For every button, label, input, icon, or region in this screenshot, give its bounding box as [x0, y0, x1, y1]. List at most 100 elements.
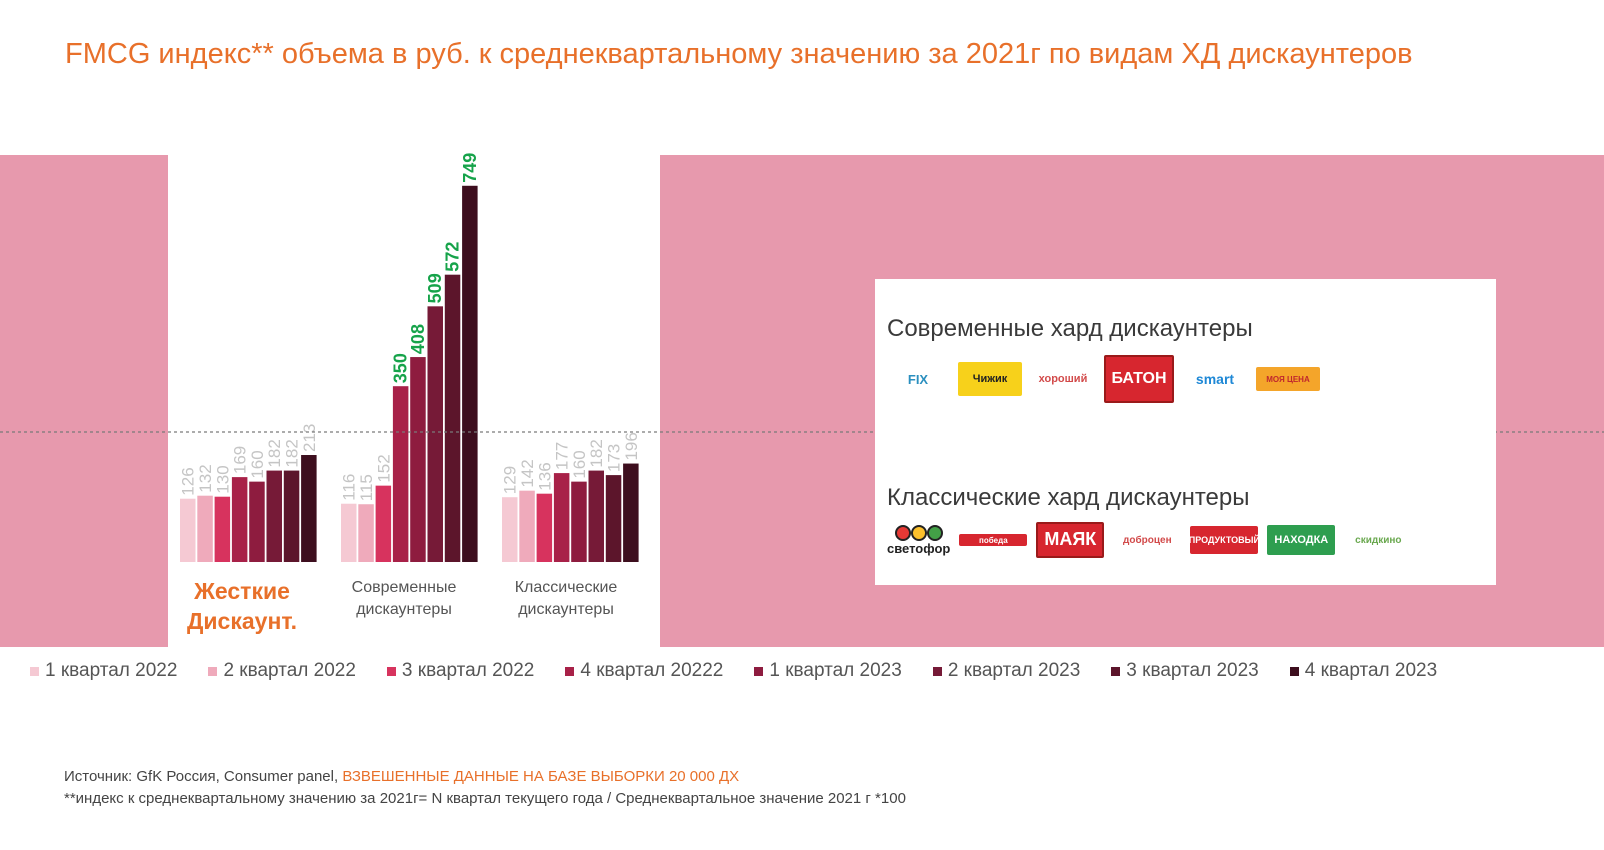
legend-swatch	[386, 666, 396, 676]
category-label-classic-line1: Классические	[515, 579, 618, 596]
category-label-classic-line2: дискаунтеры	[518, 601, 614, 618]
bar-modern-q5	[410, 357, 426, 562]
legend-item-3: 3 квартал 2022	[386, 660, 535, 682]
fix-price-logo: FIX	[907, 371, 929, 387]
legend-swatch	[565, 666, 575, 676]
bar-classic-q6	[588, 470, 604, 562]
data-label-modern-q4: 350	[391, 353, 411, 383]
pobeda-logo: победа	[959, 534, 1028, 546]
mayak-logo: МАЯК	[1036, 522, 1105, 558]
data-label-modern-q2: 115	[357, 474, 376, 501]
bar-classic-q2	[519, 490, 535, 562]
data-label-modern-q6: 509	[425, 273, 445, 303]
bar-classic-q4	[553, 473, 570, 562]
bar-modern-q2	[358, 504, 374, 562]
bar-classic-q8	[623, 463, 639, 562]
bar-hard-q4	[231, 477, 248, 562]
legend-item-4: 4 квартал 20222	[565, 660, 723, 682]
khoroshiy-logo: хороший	[1038, 373, 1088, 385]
data-label-classic-q4: 177	[553, 442, 572, 470]
legend-swatch	[1111, 666, 1121, 676]
data-label-modern-q7: 572	[443, 242, 463, 272]
classic-logos-row: светофор победа МАЯК доброцен ПРОДУКТОВЫ…	[887, 522, 1412, 558]
legend-swatch	[932, 666, 942, 676]
data-label-classic-q2: 142	[518, 459, 537, 487]
baton-logo: БАТОН	[1104, 355, 1174, 403]
source-prefix: Источник: GfK Россия, Consumer panel,	[64, 768, 343, 785]
legend-swatch	[208, 666, 218, 676]
dobrotsen-logo: доброцен	[1123, 534, 1172, 546]
data-label-hard-q4: 169	[231, 446, 250, 474]
chizhik-logo: Чижик	[958, 362, 1022, 396]
data-label-hard-q1: 126	[179, 467, 198, 495]
classic-discounters-heading: Классические хард дискаунтеры	[887, 484, 1250, 511]
source-note: Источник: GfK Россия, Consumer panel, ВЗ…	[64, 768, 739, 785]
bar-classic-q3	[536, 493, 553, 562]
data-label-classic-q3: 136	[535, 462, 554, 490]
legend-label: 1 квартал 2023	[769, 660, 902, 681]
bar-modern-q7	[444, 274, 461, 562]
data-label-modern-q5: 408	[408, 324, 428, 354]
smart-logo: smart	[1195, 371, 1235, 387]
legend-label: 4 квартал 2023	[1304, 660, 1438, 681]
bar-hard-q3	[214, 496, 231, 562]
svetofor-logo: светофор	[887, 524, 951, 556]
bar-classic-q5	[571, 481, 587, 562]
bar-modern-q6	[427, 306, 443, 562]
bar-hard-q2	[197, 495, 213, 562]
data-label-classic-q7: 173	[605, 444, 624, 472]
modern-discounters-heading: Современные хард дискаунтеры	[887, 315, 1253, 342]
bar-hard-q5	[249, 481, 265, 562]
legend-label: 3 квартал 2022	[401, 660, 535, 681]
data-label-classic-q1: 129	[501, 466, 520, 494]
source-highlight: ВЗВЕШЕННЫЕ ДАННЫЕ НА БАЗЕ ВЫБОРКИ 20 000…	[342, 768, 740, 785]
legend-swatch	[30, 666, 39, 676]
bar-modern-q4	[392, 386, 409, 562]
data-label-modern-q3: 152	[374, 454, 393, 482]
data-label-modern-q8: 749	[460, 153, 480, 183]
index-definition-note: **индекс к среднеквартальному значению з…	[64, 790, 906, 807]
bar-modern-q1	[341, 503, 357, 562]
legend-label: 2 квартал 2023	[947, 660, 1081, 681]
legend-item-7: 3 квартал 2023	[1111, 660, 1259, 682]
modern-logos-row: FIX Чижик хороший БАТОН smart МОЯ ЦЕНА	[887, 355, 1320, 403]
data-label-hard-q6: 182	[265, 439, 284, 467]
bar-hard-q8	[301, 455, 317, 562]
category-label-hard-line2: Дискаунт.	[187, 608, 297, 634]
legend-item-8: 4 квартал 2023	[1289, 660, 1438, 682]
produktovy-logo: ПРОДУКТОВЫЙ	[1189, 526, 1260, 554]
data-label-hard-q8: 213	[300, 424, 319, 452]
moya-tsena-logo: МОЯ ЦЕНА	[1256, 367, 1320, 391]
discounter-logos-panel: Современные хард дискаунтеры FIX Чижик х…	[875, 279, 1496, 585]
legend-item-6: 2 квартал 2023	[932, 660, 1081, 682]
category-label-modern-line1: Современные	[352, 579, 457, 596]
chart-legend: 1 квартал 2022 2 квартал 2022 3 квартал 20…	[30, 660, 1437, 682]
data-label-classic-q8: 196	[622, 432, 641, 460]
svetofor-label: светофор	[887, 540, 951, 556]
legend-label: 1 квартал 2022	[45, 660, 178, 681]
background-band-left	[0, 155, 168, 647]
traffic-light-icon	[894, 524, 943, 541]
legend-label: 3 квартал 2023	[1126, 660, 1259, 681]
bar-hard-q1	[180, 498, 196, 562]
bar-modern-q8	[462, 185, 478, 563]
legend-item-5: 1 квартал 2023	[754, 660, 902, 682]
chart-title: FMCG индекс** объема в руб. к среднеквар…	[65, 38, 1413, 70]
data-label-hard-q5: 160	[248, 450, 267, 478]
bar-hard-q7	[283, 470, 300, 562]
data-label-hard-q7: 182	[283, 439, 302, 467]
data-label-classic-q5: 160	[570, 450, 589, 478]
data-label-classic-q6: 182	[587, 439, 606, 467]
legend-item-2: 2 квартал 2022	[208, 660, 356, 682]
data-label-hard-q3: 130	[213, 465, 232, 493]
category-label-modern-line2: дискаунтеры	[356, 601, 452, 618]
nakhodka-logo: НАХОДКА	[1267, 525, 1336, 555]
data-label-modern-q1: 116	[340, 474, 359, 501]
legend-swatch	[754, 666, 764, 676]
data-label-hard-q2: 132	[196, 464, 215, 492]
bar-hard-q6	[266, 470, 282, 562]
skidkino-logo: скидкино	[1355, 534, 1402, 546]
legend-label: 4 квартал 20222	[580, 660, 724, 681]
legend-item-1: 1 квартал 2022	[30, 660, 177, 682]
